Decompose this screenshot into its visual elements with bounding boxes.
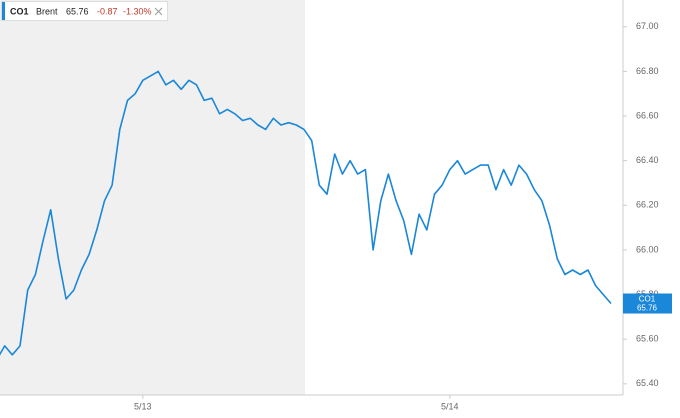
y-tick-label: 66.60 [636,110,659,120]
legend-name: Brent [36,6,58,16]
legend: CO1 Brent 65.76 -0.87 -1.30% [1,1,168,21]
last-price-symbol: CO1 [639,295,656,304]
legend-symbol: CO1 [10,6,29,16]
legend-change-pct: -1.30% [123,6,152,16]
last-price-value: 65.76 [637,304,658,313]
last-price-box [623,293,672,314]
legend-swatch [2,2,5,20]
close-icon[interactable] [154,7,163,16]
close-stroke[interactable] [154,7,163,16]
y-tick-label: 66.20 [636,200,659,210]
marks: 65.4065.6065.8066.0066.2066.4066.6066.80… [0,21,672,411]
x-tick-label: 5/13 [134,401,152,411]
legend-box [1,1,168,21]
prior-session-shade [0,0,305,395]
y-tick-label: 65.40 [636,378,659,388]
y-tick-label: 67.00 [636,21,659,31]
y-tick-label: 66.80 [636,66,659,76]
legend-price: 65.76 [66,6,89,16]
y-tick-label: 65.60 [636,334,659,344]
y-tick-label: 66.00 [636,244,659,254]
price-line [0,70,612,356]
legend-change: -0.87 [97,6,118,16]
x-tick-label: 5/14 [441,401,459,411]
y-tick-label: 66.40 [636,155,659,165]
